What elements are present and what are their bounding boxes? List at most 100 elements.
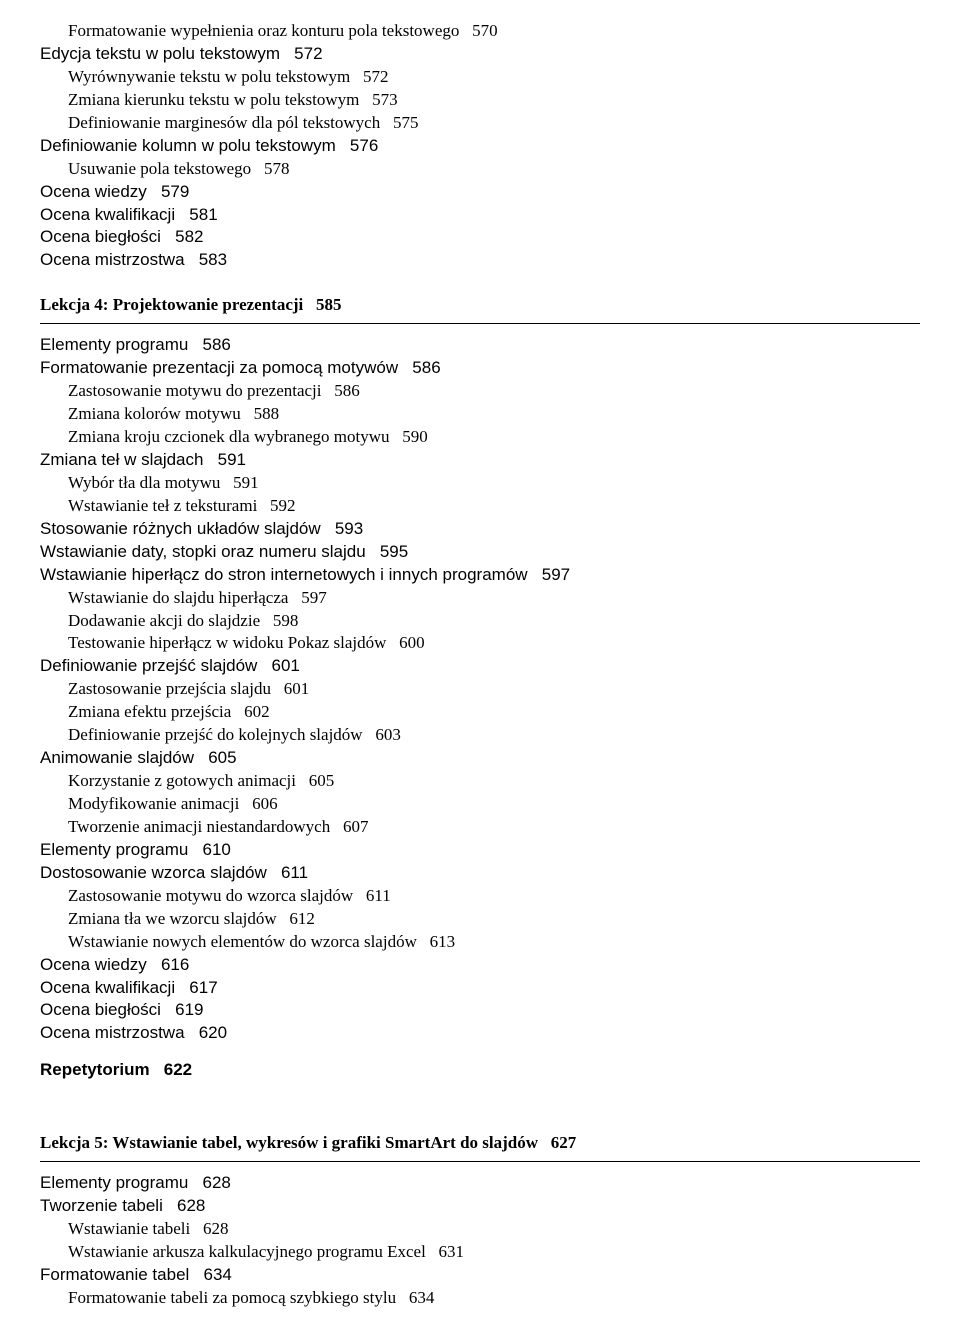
toc-entry-page: 593 (335, 519, 363, 538)
toc-entry-title: Dostosowanie wzorca slajdów (40, 863, 267, 882)
toc-entry-page: 583 (199, 250, 227, 269)
toc-entry: Formatowanie prezentacji za pomocą motyw… (40, 357, 920, 380)
toc-entry-title: Stosowanie różnych układów slajdów (40, 519, 321, 538)
toc-entry: Definiowanie przejść do kolejnych slajdó… (68, 724, 920, 747)
toc-entry: Zmiana kierunku tekstu w polu tekstowym … (68, 89, 920, 112)
toc-entry-title: Wstawianie arkusza kalkulacyjnego progra… (68, 1242, 426, 1261)
toc-entry-page: 598 (273, 611, 299, 630)
toc-entry: Formatowanie wypełnienia oraz konturu po… (68, 20, 920, 43)
toc-entry-page: 611 (281, 863, 308, 882)
toc-entry: Zmiana kroju czcionek dla wybranego moty… (68, 426, 920, 449)
repetytorium-page: 622 (164, 1060, 192, 1079)
toc-entry: Ocena kwalifikacji 581 (40, 204, 920, 227)
toc-entry-title: Definiowanie marginesów dla pól tekstowy… (68, 113, 380, 132)
toc-entry: Zastosowanie motywu do prezentacji 586 (68, 380, 920, 403)
toc-entry-title: Ocena mistrzostwa (40, 1023, 185, 1042)
toc-entry-page: 573 (372, 90, 398, 109)
divider (40, 1161, 920, 1162)
toc-entry-page: 603 (375, 725, 401, 744)
toc-entry-title: Zmiana kroju czcionek dla wybranego moty… (68, 427, 389, 446)
toc-entry-page: 597 (301, 588, 327, 607)
toc-entry-title: Edycja tekstu w polu tekstowym (40, 44, 280, 63)
toc-entry: Testowanie hiperłącz w widoku Pokaz slaj… (68, 632, 920, 655)
toc-entry-page: 602 (244, 702, 270, 721)
toc-entry-title: Wstawianie hiperłącz do stron internetow… (40, 565, 528, 584)
toc-entry: Stosowanie różnych układów slajdów 593 (40, 518, 920, 541)
lesson-4-title: Lekcja 4: Projektowanie prezentacji (40, 295, 303, 314)
toc-entry-title: Zastosowanie motywu do prezentacji (68, 381, 322, 400)
toc-entry: Edycja tekstu w polu tekstowym 572 (40, 43, 920, 66)
toc-entry: Wstawianie nowych elementów do wzorca sl… (68, 931, 920, 954)
toc-entry: Dodawanie akcji do slajdzie 598 (68, 610, 920, 633)
toc-entry-title: Elementy programu (40, 840, 188, 859)
toc-entry-page: 582 (175, 227, 203, 246)
toc-entry-title: Zmiana kierunku tekstu w polu tekstowym (68, 90, 359, 109)
toc-entry-title: Definiowanie przejść slajdów (40, 656, 257, 675)
toc-entry-title: Ocena biegłości (40, 227, 161, 246)
toc-entry-page: 572 (363, 67, 389, 86)
toc-entry-page: 591 (218, 450, 246, 469)
toc-entry: Wstawianie do slajdu hiperłącza 597 (68, 587, 920, 610)
toc-entry-page: 592 (270, 496, 296, 515)
toc-entry: Animowanie slajdów 605 (40, 747, 920, 770)
toc-entry-title: Tworzenie animacji niestandardowych (68, 817, 330, 836)
toc-entry: Tworzenie animacji niestandardowych 607 (68, 816, 920, 839)
toc-entry: Ocena wiedzy 616 (40, 954, 920, 977)
toc-entry-page: 605 (309, 771, 335, 790)
toc-entry-page: 595 (380, 542, 408, 561)
toc-block: Elementy programu 586Formatowanie prezen… (40, 334, 920, 1045)
toc-entry: Elementy programu 628 (40, 1172, 920, 1195)
toc-entry: Korzystanie z gotowych animacji 605 (68, 770, 920, 793)
toc-entry-page: 610 (203, 840, 231, 859)
toc-entry: Wybór tła dla motywu 591 (68, 472, 920, 495)
toc-entry-page: 579 (161, 182, 189, 201)
toc-entry-title: Animowanie slajdów (40, 748, 194, 767)
toc-entry-title: Wstawianie daty, stopki oraz numeru slaj… (40, 542, 366, 561)
toc-entry-title: Ocena biegłości (40, 1000, 161, 1019)
toc-entry-title: Wstawianie tabeli (68, 1219, 190, 1238)
toc-entry: Wstawianie hiperłącz do stron internetow… (40, 564, 920, 587)
toc-entry-title: Definiowanie przejść do kolejnych slajdó… (68, 725, 363, 744)
lesson-5-page: 627 (551, 1133, 577, 1152)
toc-entry-title: Zmiana efektu przejścia (68, 702, 231, 721)
toc-entry-page: 616 (161, 955, 189, 974)
toc-entry-page: 578 (264, 159, 290, 178)
toc-entry-title: Korzystanie z gotowych animacji (68, 771, 296, 790)
toc-entry: Ocena mistrzostwa 583 (40, 249, 920, 272)
toc-entry-title: Zastosowanie przejścia slajdu (68, 679, 271, 698)
toc-entry-title: Ocena wiedzy (40, 182, 147, 201)
toc-entry-page: 581 (189, 205, 217, 224)
toc-entry-page: 586 (334, 381, 360, 400)
toc-entry-page: 586 (412, 358, 440, 377)
toc-entry-title: Formatowanie tabel (40, 1265, 189, 1284)
toc-entry-page: 617 (189, 978, 217, 997)
toc-entry-page: 607 (343, 817, 369, 836)
toc-entry-title: Elementy programu (40, 1173, 188, 1192)
toc-entry: Wstawianie daty, stopki oraz numeru slaj… (40, 541, 920, 564)
toc-entry: Ocena mistrzostwa 620 (40, 1022, 920, 1045)
toc-entry: Zmiana tła we wzorcu slajdów 612 (68, 908, 920, 931)
toc-entry-title: Ocena wiedzy (40, 955, 147, 974)
toc-entry-title: Wstawianie do slajdu hiperłącza (68, 588, 288, 607)
toc-entry-title: Elementy programu (40, 335, 188, 354)
toc-entry: Ocena kwalifikacji 617 (40, 977, 920, 1000)
toc-entry-page: 575 (393, 113, 419, 132)
toc-entry-title: Definiowanie kolumn w polu tekstowym (40, 136, 336, 155)
toc-entry-title: Wstawianie teł z teksturami (68, 496, 257, 515)
toc-entry-title: Modyfikowanie animacji (68, 794, 239, 813)
toc-entry: Dostosowanie wzorca slajdów 611 (40, 862, 920, 885)
toc-entry-page: 628 (203, 1173, 231, 1192)
toc-entry-page: 586 (203, 335, 231, 354)
toc-entry-title: Testowanie hiperłącz w widoku Pokaz slaj… (68, 633, 386, 652)
toc-entry-title: Ocena kwalifikacji (40, 205, 175, 224)
toc-entry: Wstawianie teł z teksturami 592 (68, 495, 920, 518)
toc-entry-page: 601 (284, 679, 310, 698)
toc-entry-page: 613 (430, 932, 456, 951)
toc-entry-page: 634 (203, 1265, 231, 1284)
toc-entry-page: 601 (272, 656, 300, 675)
toc-entry: Definiowanie przejść slajdów 601 (40, 655, 920, 678)
toc-entry-page: 612 (289, 909, 315, 928)
toc-entry-title: Ocena kwalifikacji (40, 978, 175, 997)
toc-entry-title: Zmiana kolorów motywu (68, 404, 241, 423)
repetytorium-heading: Repetytorium 622 (40, 1059, 920, 1082)
